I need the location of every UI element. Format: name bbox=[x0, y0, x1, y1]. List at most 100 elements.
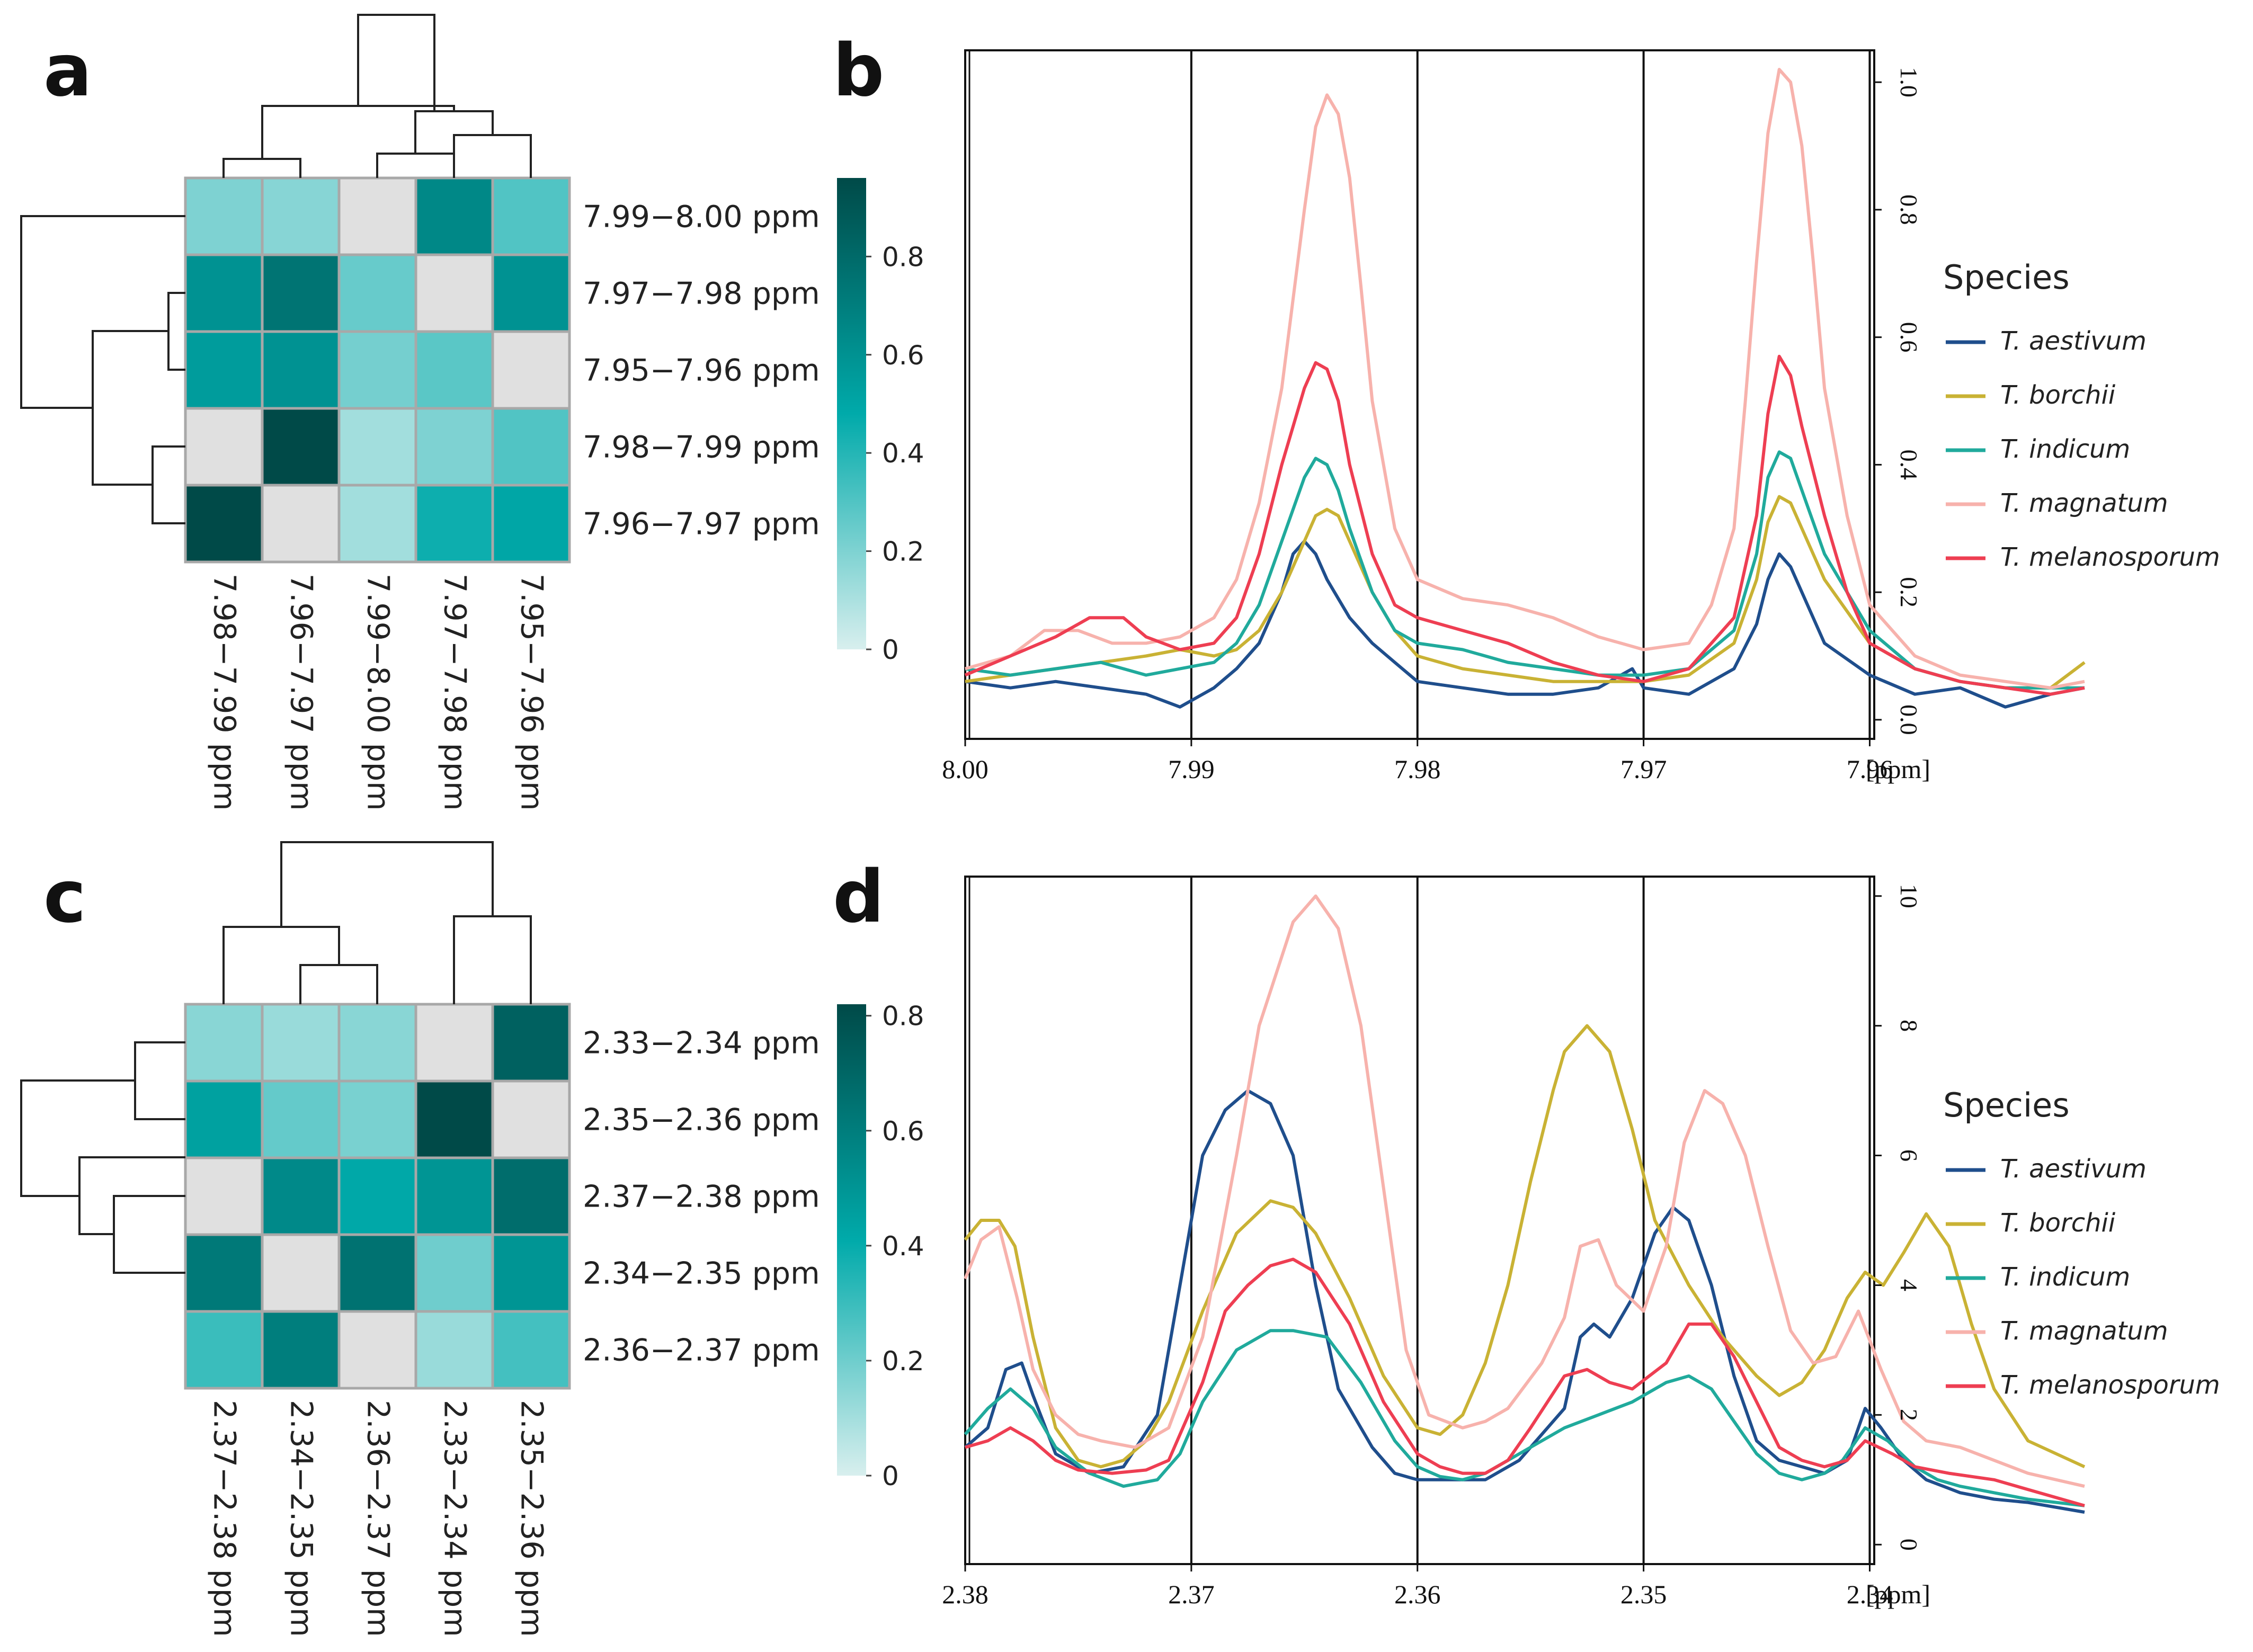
y-tick-label: 0.0 bbox=[1895, 704, 1922, 735]
colorbar-tick-label: 0.6 bbox=[882, 1116, 924, 1147]
row-label: 7.98−7.99 ppm bbox=[583, 430, 820, 465]
y-tick-label: 4 bbox=[1895, 1279, 1922, 1291]
spectrum-line bbox=[964, 1024, 2086, 1469]
heatmap-cell bbox=[184, 1079, 264, 1159]
heatmap-cell bbox=[261, 176, 341, 256]
legend-item-label: T. borchii bbox=[2000, 380, 2116, 410]
spectrum-line bbox=[965, 450, 2085, 690]
heatmap-cell bbox=[261, 1156, 341, 1236]
legend-item-label: T. melanosporum bbox=[2000, 542, 2220, 572]
legend-item-label: T. borchii bbox=[2000, 1208, 2116, 1238]
heatmap-cell bbox=[414, 407, 494, 487]
y-tick-label: 2 bbox=[1895, 1409, 1922, 1421]
column-dendrogram-branch bbox=[453, 915, 532, 1004]
x-tick-label: 2.34 bbox=[1847, 1579, 1893, 1609]
heatmap-cell bbox=[491, 1156, 571, 1236]
heatmap-cell bbox=[261, 253, 341, 333]
y-tick-label: 0 bbox=[1895, 1539, 1922, 1551]
row-dendrogram-branch bbox=[20, 1079, 135, 1197]
column-dendrogram-branch bbox=[261, 105, 455, 159]
x-tick-label: 7.96 bbox=[1847, 754, 1893, 784]
x-tick-label: 7.99 bbox=[1168, 754, 1215, 784]
row-dendrogram-branch bbox=[152, 445, 185, 524]
heatmap-cell bbox=[261, 407, 341, 487]
heatmap-cell bbox=[414, 1156, 494, 1236]
column-label: 2.35−2.36 ppm bbox=[514, 1400, 549, 1637]
heatmap-cell bbox=[414, 1079, 494, 1159]
heatmap-cell bbox=[337, 407, 417, 487]
heatmap-cell bbox=[337, 1233, 417, 1313]
spectrum-panel-b: 8.00 7.99 7.98 7.97 7.96[ppm] 0.0 0.2 0.4 0.6 0.8… bbox=[942, 49, 2220, 784]
plot-frame bbox=[964, 49, 1875, 740]
x-tick-label: 8.00 bbox=[942, 754, 989, 784]
spectrum-line bbox=[964, 1329, 2085, 1507]
legend-item-label: T. magnatum bbox=[2000, 488, 2168, 518]
colorbar-tick-label: 0.8 bbox=[882, 1001, 924, 1032]
heatmap-cell bbox=[337, 330, 417, 410]
row-dendrogram-branch bbox=[20, 215, 185, 409]
heatmap-cell bbox=[261, 1003, 341, 1083]
heatmap-cell bbox=[261, 1310, 341, 1390]
x-axis-label: [ppm] bbox=[1866, 1579, 1930, 1609]
x-tick-label: 7.98 bbox=[1394, 754, 1441, 784]
heatmap-panel-a: 7.99−8.00 ppm 7.97−7.98 ppm 7.95−7.96 ppm 7… bbox=[20, 14, 924, 811]
heatmap-cell bbox=[414, 253, 494, 333]
heatmap-cell bbox=[184, 1233, 264, 1313]
row-dendrogram-branch bbox=[167, 292, 185, 371]
heatmap-cell bbox=[414, 330, 494, 410]
colorbar-tick-label: 0 bbox=[882, 1461, 899, 1492]
column-dendrogram-branch bbox=[222, 158, 301, 178]
heatmap-cell bbox=[414, 176, 494, 256]
colorbar-tick-label: 0.8 bbox=[882, 242, 924, 272]
heatmap-cell bbox=[261, 330, 341, 410]
heatmap-cell bbox=[261, 1233, 341, 1313]
heatmap-cell bbox=[337, 1310, 417, 1390]
x-axis-label: [ppm] bbox=[1866, 754, 1930, 784]
column-label: 2.34−2.35 ppm bbox=[284, 1400, 319, 1637]
heatmap-cell bbox=[491, 1310, 571, 1390]
legend-item-label: T. melanosporum bbox=[2000, 1370, 2220, 1400]
column-dendrogram-branch bbox=[453, 134, 532, 178]
row-label: 2.36−2.37 ppm bbox=[583, 1333, 820, 1368]
heatmap-cell bbox=[491, 1003, 571, 1083]
heatmap-cell bbox=[337, 484, 417, 564]
column-label: 7.96−7.97 ppm bbox=[284, 574, 319, 811]
row-label: 7.96−7.97 ppm bbox=[583, 507, 820, 542]
heatmap-cell bbox=[337, 1156, 417, 1236]
heatmap-cell bbox=[414, 1233, 494, 1313]
colorbar-tick-label: 0.2 bbox=[882, 1346, 924, 1377]
column-dendrogram-branch bbox=[299, 964, 378, 1004]
heatmap-cell bbox=[491, 484, 571, 564]
panel-letter-c: c bbox=[43, 855, 86, 939]
column-label: 7.95−7.96 ppm bbox=[514, 574, 549, 811]
y-tick-label: 10 bbox=[1895, 884, 1922, 908]
heatmap-cell bbox=[184, 176, 264, 256]
y-tick-label: 6 bbox=[1895, 1149, 1922, 1162]
y-tick-label: 0.4 bbox=[1895, 450, 1922, 480]
heatmap-cell bbox=[184, 1003, 264, 1083]
legend-title: Species bbox=[1943, 1086, 2070, 1124]
colorbar-tick-label: 0.2 bbox=[882, 537, 924, 567]
x-tick-label: 2.37 bbox=[1168, 1579, 1215, 1609]
row-label: 2.33−2.34 ppm bbox=[583, 1026, 820, 1061]
column-label: 2.37−2.38 ppm bbox=[207, 1400, 242, 1637]
column-label: 7.99−8.00 ppm bbox=[361, 574, 396, 811]
y-tick-label: 0.2 bbox=[1895, 577, 1922, 608]
spectrum-line bbox=[965, 495, 2086, 690]
heatmap-cell bbox=[491, 253, 571, 333]
heatmap-cell bbox=[491, 1079, 571, 1159]
legend-item-label: T. magnatum bbox=[2000, 1316, 2168, 1346]
row-dendrogram-branch bbox=[134, 1041, 185, 1120]
panel-letters: a b c d bbox=[43, 29, 884, 939]
legend-item-label: T. aestivum bbox=[2000, 1154, 2147, 1184]
heatmap-cell bbox=[337, 176, 417, 256]
colorbar bbox=[837, 1004, 866, 1476]
spectrum-line bbox=[965, 1257, 2085, 1507]
column-dendrogram-branch bbox=[357, 14, 435, 111]
row-label: 7.95−7.96 ppm bbox=[583, 353, 820, 388]
y-tick-label: 0.6 bbox=[1895, 322, 1922, 353]
column-label: 7.97−7.98 ppm bbox=[438, 574, 473, 811]
column-label: 7.98−7.99 ppm bbox=[207, 574, 242, 811]
heatmap-cell bbox=[184, 407, 264, 487]
